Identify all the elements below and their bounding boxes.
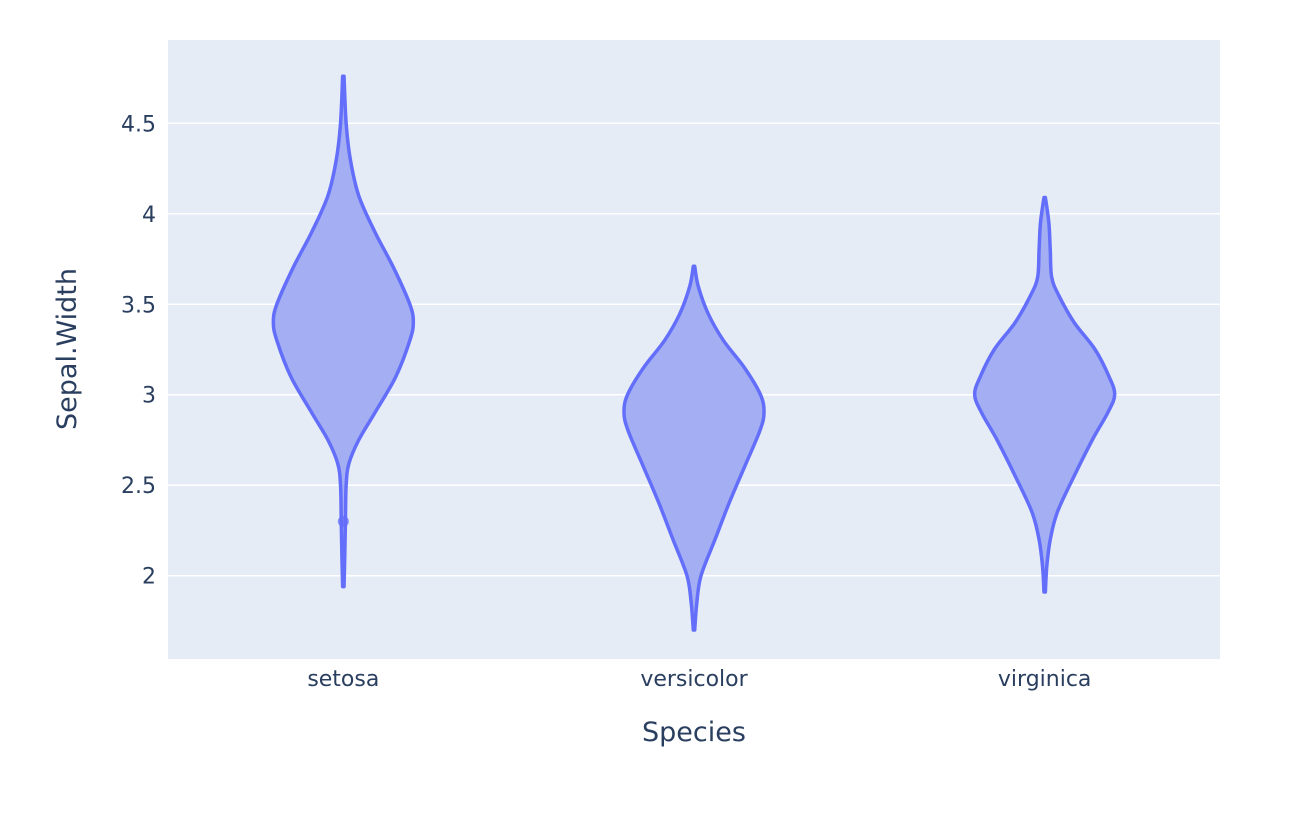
y-tick-label: 3.5 xyxy=(121,293,156,318)
x-tick-label: virginica xyxy=(998,667,1092,692)
y-tick-labels: 2 2.5 3 3.5 4 4.5 xyxy=(121,112,156,589)
x-tick-label: setosa xyxy=(307,667,379,692)
outlier-point xyxy=(337,515,349,527)
violin-virginica xyxy=(972,195,1117,594)
violin-versicolor xyxy=(622,264,766,632)
y-axis-title: Sepal.Width xyxy=(52,268,83,430)
x-axis-title: Species xyxy=(642,717,746,748)
x-tick-label: versicolor xyxy=(640,667,748,692)
violin-setosa xyxy=(271,74,416,589)
y-tick-label: 4.5 xyxy=(121,112,156,137)
y-tick-label: 2 xyxy=(142,565,156,590)
y-tick-label: 3 xyxy=(142,384,156,409)
x-tick-labels: setosa versicolor virginica xyxy=(307,667,1091,692)
y-tick-label: 4 xyxy=(142,203,156,228)
violins xyxy=(271,74,1117,632)
y-tick-label: 2.5 xyxy=(121,474,156,499)
